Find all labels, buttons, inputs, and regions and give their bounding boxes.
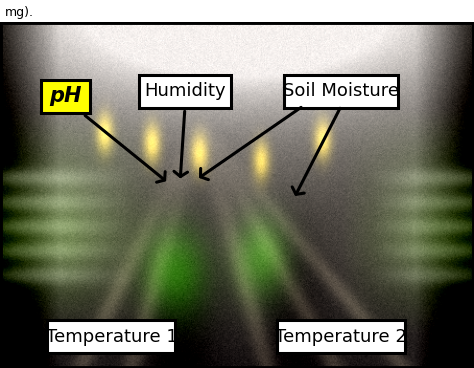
Text: Temperature 2: Temperature 2 — [275, 328, 407, 346]
FancyBboxPatch shape — [41, 80, 90, 113]
Text: Temperature 1: Temperature 1 — [46, 328, 177, 346]
FancyBboxPatch shape — [47, 321, 175, 353]
Text: Humidity: Humidity — [144, 82, 226, 100]
Text: Soil Moisture: Soil Moisture — [283, 82, 399, 100]
Text: mg).: mg). — [5, 6, 34, 18]
FancyBboxPatch shape — [138, 75, 231, 108]
FancyBboxPatch shape — [277, 321, 405, 353]
FancyBboxPatch shape — [284, 75, 398, 108]
Text: pH: pH — [49, 86, 82, 106]
